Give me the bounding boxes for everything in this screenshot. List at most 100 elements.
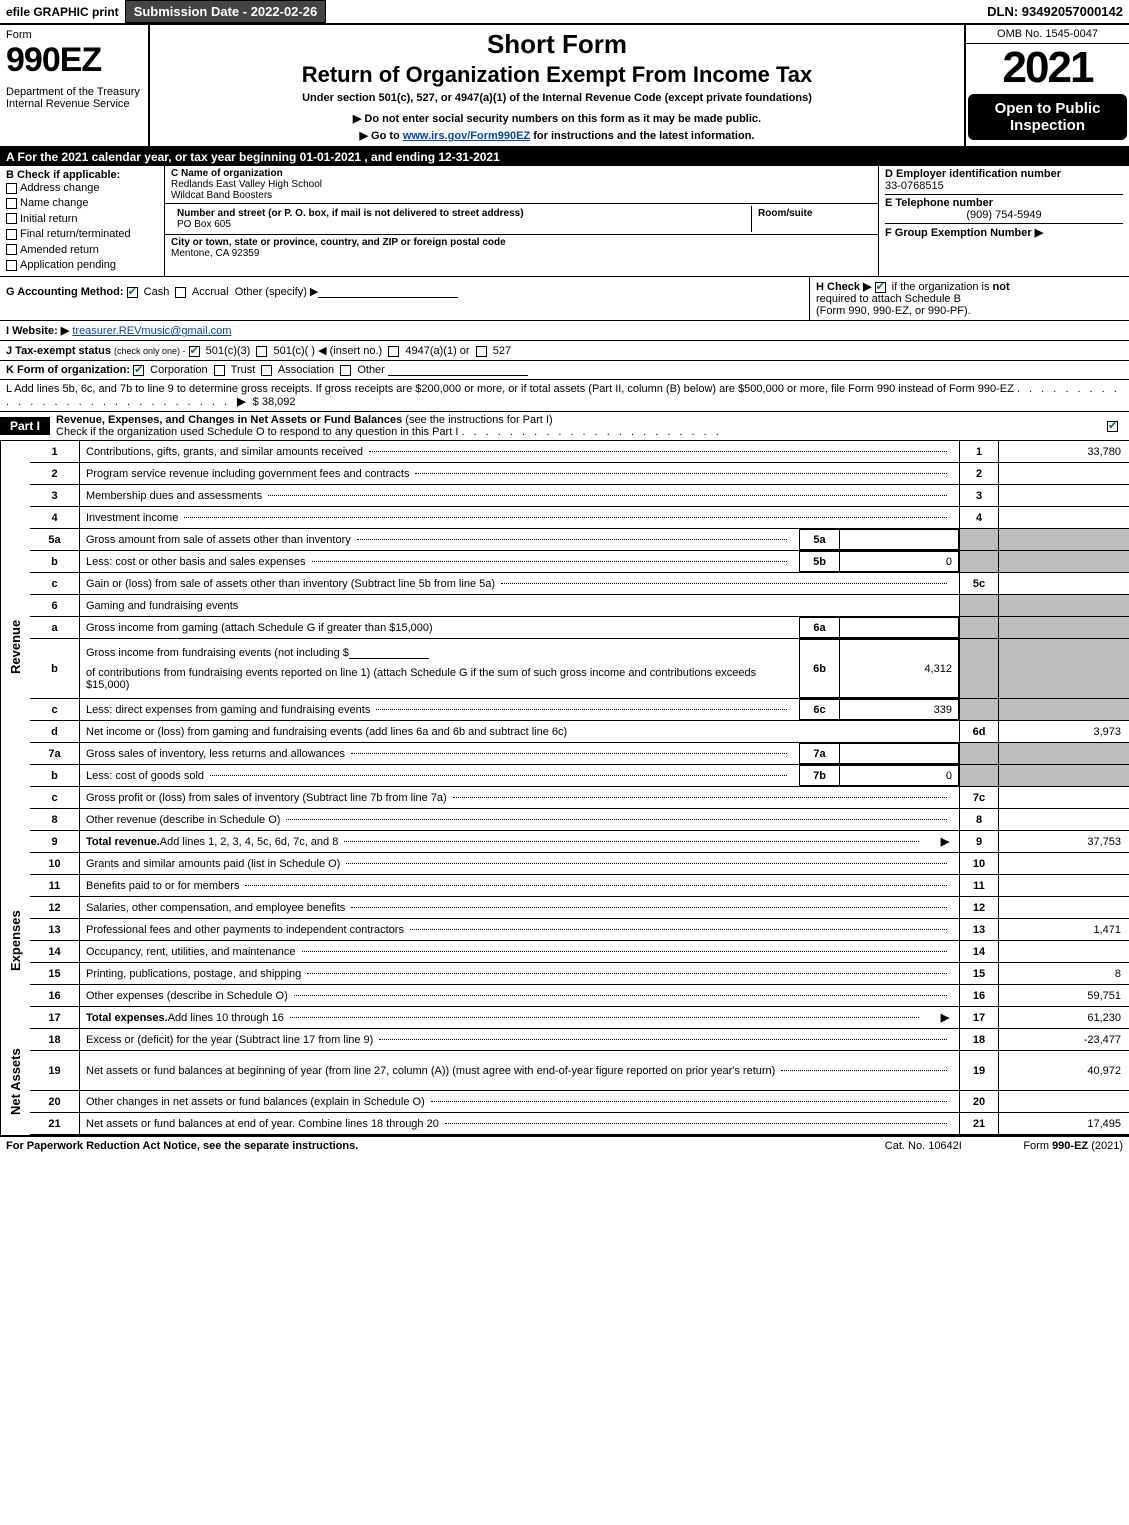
department-label: Department of the Treasury Internal Reve… xyxy=(6,86,142,110)
result-val xyxy=(999,941,1129,962)
chk-final-return[interactable]: Final return/terminated xyxy=(6,227,158,242)
chk-501c3[interactable] xyxy=(189,346,200,357)
opt-501c3: 501(c)(3) xyxy=(206,345,251,357)
dln-label: DLN: 93492057000142 xyxy=(987,4,1129,19)
result-val xyxy=(999,485,1129,506)
chk-4947[interactable] xyxy=(388,346,399,357)
chk-corporation[interactable] xyxy=(133,365,144,376)
result-num: 17 xyxy=(959,1007,999,1028)
line-num: c xyxy=(30,699,80,720)
part1-badge: Part I xyxy=(0,417,50,435)
checkbox-icon[interactable] xyxy=(6,183,17,194)
line-10: 10 Grants and similar amounts paid (list… xyxy=(30,853,1129,875)
checkbox-icon[interactable] xyxy=(6,198,17,209)
part1-title-bold: Revenue, Expenses, and Changes in Net As… xyxy=(56,414,402,426)
irs-link[interactable]: www.irs.gov/Form990EZ xyxy=(403,130,530,142)
line-2: 2 Program service revenue including gove… xyxy=(30,463,1129,485)
label-city: City or town, state or province, country… xyxy=(171,237,872,248)
label-group-exemption: F Group Exemption Number ▶ xyxy=(885,223,1123,239)
row-l-text: L Add lines 5b, 6c, and 7b to line 9 to … xyxy=(6,383,1014,395)
line-num: d xyxy=(30,721,80,742)
row-l: L Add lines 5b, 6c, and 7b to line 9 to … xyxy=(0,380,1129,412)
line-16: 16 Other expenses (describe in Schedule … xyxy=(30,985,1129,1007)
chk-address-change[interactable]: Address change xyxy=(6,181,158,196)
label-org-name: C Name of organization xyxy=(171,168,872,179)
opt-accrual: Accrual xyxy=(192,286,229,298)
result-num: 19 xyxy=(959,1051,999,1090)
main-title: Return of Organization Exempt From Incom… xyxy=(158,62,956,88)
chk-amended-return[interactable]: Amended return xyxy=(6,243,158,258)
line-desc: Membership dues and assessments xyxy=(80,485,959,506)
result-num: 13 xyxy=(959,919,999,940)
chk-527[interactable] xyxy=(476,346,487,357)
chk-application-pending[interactable]: Application pending xyxy=(6,258,158,273)
chk-cash[interactable] xyxy=(127,287,138,298)
short-form-title: Short Form xyxy=(158,29,956,60)
line-num: c xyxy=(30,573,80,594)
footer-form: 990-EZ xyxy=(1052,1140,1088,1152)
opt-trust: Trust xyxy=(231,364,256,376)
line-num: 21 xyxy=(30,1113,80,1134)
result-num-grey xyxy=(959,639,999,698)
line-21: 21 Net assets or fund balances at end of… xyxy=(30,1113,1129,1135)
sub-label: 6c xyxy=(799,699,839,720)
row-g: G Accounting Method: Cash Accrual Other … xyxy=(0,277,809,320)
checkbox-icon[interactable] xyxy=(6,229,17,240)
sub-label: 5a xyxy=(799,529,839,550)
netassets-side-label: Net Assets xyxy=(0,1029,30,1135)
line-num: 15 xyxy=(30,963,80,984)
chk-trust[interactable] xyxy=(214,365,225,376)
sub-val: 339 xyxy=(839,699,959,720)
part1-instr: (see the instructions for Part I) xyxy=(405,414,552,426)
opt-other: Other (specify) ▶ xyxy=(235,286,319,298)
line-num: b xyxy=(30,639,80,698)
result-num: 6d xyxy=(959,721,999,742)
result-num: 18 xyxy=(959,1029,999,1050)
result-num: 14 xyxy=(959,941,999,962)
desc-rest: Add lines 1, 2, 3, 4, 5c, 6d, 7c, and 8 xyxy=(160,836,339,848)
other-specify-blank[interactable] xyxy=(318,286,458,298)
sub-val: 4,312 xyxy=(839,639,959,698)
checkbox-icon[interactable] xyxy=(6,244,17,255)
header-right: OMB No. 1545-0047 2021 Open to Public In… xyxy=(964,25,1129,146)
line-desc: Occupancy, rent, utilities, and maintena… xyxy=(80,941,959,962)
line-desc: Professional fees and other payments to … xyxy=(80,919,959,940)
line-5c: c Gain or (loss) from sale of assets oth… xyxy=(30,573,1129,595)
omb-number: OMB No. 1545-0047 xyxy=(966,25,1129,44)
desc-post: of contributions from fundraising events… xyxy=(86,667,793,691)
line-1: 1 Contributions, gifts, grants, and simi… xyxy=(30,441,1129,463)
top-bar: efile GRAPHIC print Submission Date - 20… xyxy=(0,0,1129,25)
open-to-public-badge: Open to Public Inspection xyxy=(968,94,1127,140)
part1-check-text: Check if the organization used Schedule … xyxy=(56,426,458,438)
submission-date-badge: Submission Date - 2022-02-26 xyxy=(125,0,327,23)
line-num: 6 xyxy=(30,595,80,616)
line-13: 13 Professional fees and other payments … xyxy=(30,919,1129,941)
line-11: 11 Benefits paid to or for members 11 xyxy=(30,875,1129,897)
chk-initial-return[interactable]: Initial return xyxy=(6,212,158,227)
box-b: B Check if applicable: Address change Na… xyxy=(0,166,165,276)
line-num: 2 xyxy=(30,463,80,484)
result-val xyxy=(999,875,1129,896)
form-word: Form xyxy=(6,29,142,41)
chk-schedule-o[interactable] xyxy=(1107,421,1118,432)
org-name-value: Redlands East Valley High School Wildcat… xyxy=(171,179,872,201)
chk-h[interactable] xyxy=(875,282,886,293)
sub-label: 7b xyxy=(799,765,839,786)
chk-501c[interactable] xyxy=(256,346,267,357)
checkbox-icon[interactable] xyxy=(6,260,17,271)
result-val: 1,471 xyxy=(999,919,1129,940)
result-val-grey xyxy=(999,617,1129,638)
result-val: 8 xyxy=(999,963,1129,984)
checkbox-icon[interactable] xyxy=(6,213,17,224)
other-org-blank[interactable] xyxy=(388,364,528,376)
chk-name-change[interactable]: Name change xyxy=(6,196,158,211)
website-link[interactable]: treasurer.REVmusic@gmail.com xyxy=(72,325,231,337)
chk-other-org[interactable] xyxy=(340,365,351,376)
chk-association[interactable] xyxy=(261,365,272,376)
result-val: 37,753 xyxy=(999,831,1129,852)
contrib-blank[interactable] xyxy=(349,647,429,659)
efile-print-label[interactable]: efile GRAPHIC print xyxy=(0,3,125,21)
result-num: 9 xyxy=(959,831,999,852)
goto-pre: ▶ Go to xyxy=(360,130,403,142)
chk-accrual[interactable] xyxy=(175,287,186,298)
